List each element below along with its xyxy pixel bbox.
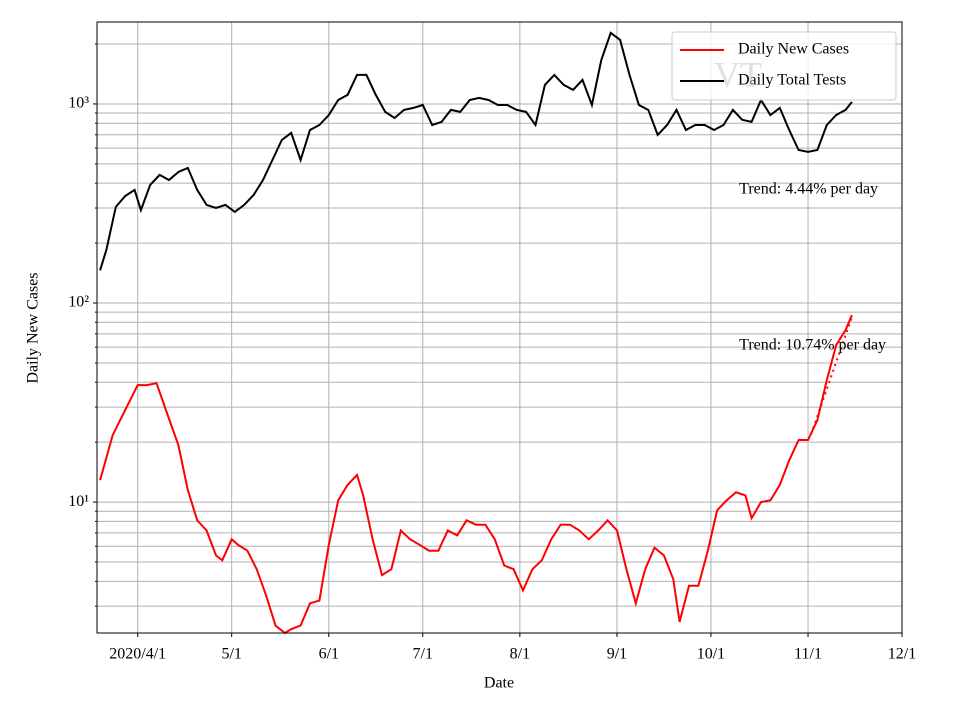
- x-tick-label: 9/1: [607, 646, 627, 663]
- watermark: VT: [714, 54, 762, 94]
- legend-label: Daily New Cases: [738, 41, 849, 58]
- plot-frame: [96, 21, 903, 634]
- annotation: Trend: 10.74% per day: [739, 336, 886, 353]
- legend-label: Daily Total Tests: [738, 72, 846, 89]
- x-axis-label: Date: [484, 675, 514, 692]
- x-tick-label: 2020/4/1: [109, 646, 166, 663]
- plot: [99, 31, 853, 635]
- y-tick-label: 10¹: [68, 493, 89, 510]
- trend-line: [810, 316, 853, 435]
- x-tick-label: 6/1: [319, 646, 339, 663]
- legend-box: [671, 31, 897, 101]
- grid: [97, 22, 903, 633]
- x-tick-label: 8/1: [510, 646, 530, 663]
- y-axis-label: Daily New Cases: [25, 272, 42, 383]
- x-tick-label: 12/1: [888, 646, 916, 663]
- annotation: Trend: 4.44% per day: [739, 181, 878, 198]
- x-tick-label: 11/1: [794, 646, 822, 663]
- x-tick-label: 7/1: [413, 646, 433, 663]
- x-tick-label: 10/1: [697, 646, 725, 663]
- x-tick-label: 5/1: [221, 646, 241, 663]
- legend: Daily New Cases Daily Total Tests: [671, 31, 897, 101]
- data-line: [99, 314, 853, 635]
- y-tick-label: 10²: [68, 294, 89, 311]
- data-line: [99, 31, 853, 271]
- y-tick-label: 10³: [68, 95, 89, 112]
